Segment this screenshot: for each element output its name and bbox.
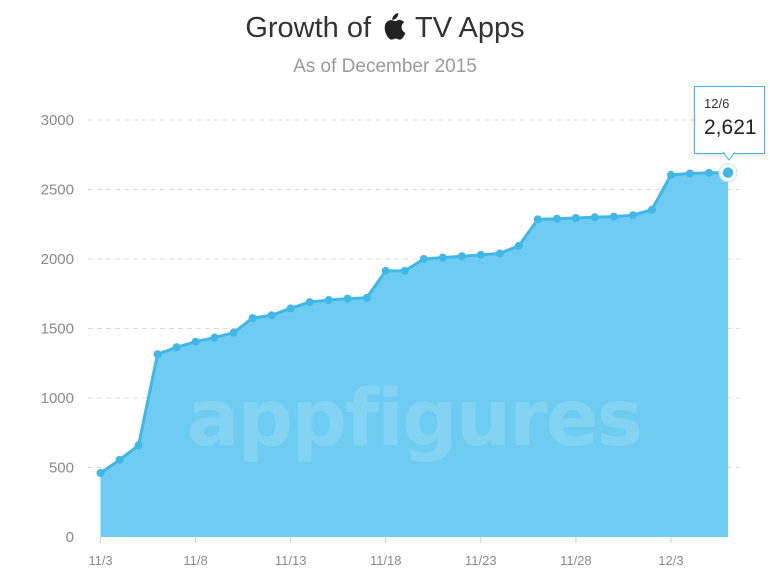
series-line [99,171,729,475]
series-line-path [99,171,729,475]
chart-subtitle: As of December 2015 [293,56,477,77]
y-axis-ticks: 0 500 1000 1500 2000 2500 3000 [41,112,74,546]
x-tick-label: 11/3 [88,553,112,568]
data-point[interactable] [267,311,276,320]
data-point[interactable] [457,252,466,261]
data-point[interactable] [324,296,333,305]
data-point[interactable] [172,343,181,352]
y-tick-label: 3000 [41,112,74,129]
data-point[interactable] [305,298,314,307]
data-point[interactable] [153,350,162,359]
data-point[interactable] [343,294,352,303]
x-tick-label: 11/13 [275,553,307,568]
tooltip-pointer [723,152,735,161]
data-point[interactable] [115,455,124,464]
data-point[interactable] [134,441,143,450]
y-tick-label: 500 [49,460,74,477]
data-point[interactable] [666,170,675,179]
data-point[interactable] [419,255,428,263]
data-point[interactable] [210,333,219,342]
data-point[interactable] [571,213,580,222]
data-point[interactable] [628,211,637,220]
data-point[interactable] [647,205,656,214]
tooltip-date: 12/6 [704,96,730,111]
title-text-before: Growth of [245,11,372,44]
data-point[interactable] [191,337,200,346]
data-point[interactable] [248,314,257,323]
chart-title: Growth of TV Apps [0,8,770,48]
y-tick-label: 2000 [41,251,74,268]
data-point[interactable] [96,469,105,478]
data-point-highlighted[interactable] [721,165,735,180]
data-point[interactable] [438,253,447,262]
x-tick-label: 11/28 [560,553,592,568]
data-point[interactable] [476,250,485,259]
tooltip-value: 2,621 [704,116,757,139]
apple-logo-icon [380,11,406,41]
y-tick-label: 1000 [41,390,74,407]
x-tick-label: 11/8 [183,553,207,568]
data-point[interactable] [362,293,371,302]
area-fill [100,172,728,537]
data-tooltip: 12/6 2,621 [694,86,765,154]
data-point[interactable] [590,213,599,222]
data-point[interactable] [685,169,694,178]
x-axis-ticks: 11/3 11/8 11/13 11/18 11/23 11/28 12/3 [88,537,684,568]
area-series [100,172,728,537]
x-tick-label: 12/3 [658,553,683,568]
data-points [96,163,738,478]
data-point[interactable] [400,266,409,275]
x-tick-label: 11/23 [465,553,497,568]
data-point[interactable] [286,304,295,313]
y-tick-label: 0 [66,529,74,546]
watermark-text: appfigures [187,374,641,464]
x-tick-label: 11/18 [370,553,402,568]
data-point[interactable] [514,241,523,250]
y-tick-label: 2500 [41,182,74,199]
data-point[interactable] [609,212,618,221]
title-text-after: TV Apps [415,11,525,44]
y-tick-label: 1500 [41,321,74,338]
data-point[interactable] [533,215,542,224]
data-point[interactable] [552,214,561,223]
data-point[interactable] [229,328,238,337]
data-point[interactable] [495,249,504,258]
data-point[interactable] [381,266,390,275]
data-point[interactable] [704,168,713,177]
